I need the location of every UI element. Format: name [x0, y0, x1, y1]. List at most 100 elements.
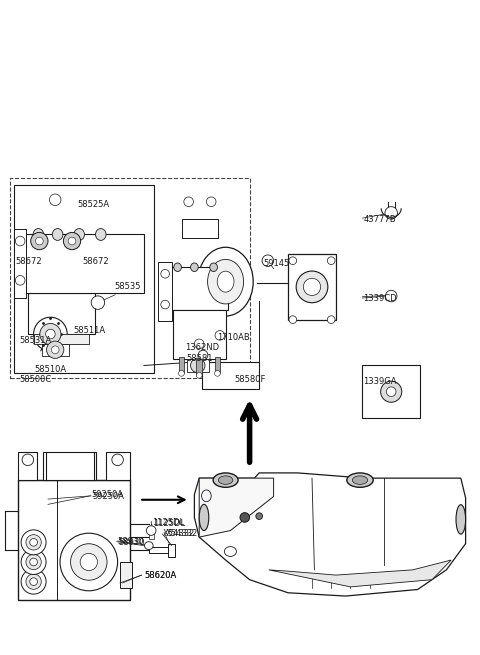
Bar	[170, 267, 228, 310]
Bar	[106, 452, 130, 480]
Bar	[196, 359, 202, 375]
Circle shape	[68, 237, 76, 245]
Circle shape	[30, 538, 37, 546]
Ellipse shape	[96, 229, 106, 240]
Circle shape	[49, 194, 61, 206]
Bar	[120, 562, 132, 588]
Circle shape	[60, 533, 118, 591]
Text: 59250A: 59250A	[93, 492, 125, 501]
Circle shape	[240, 513, 250, 522]
Text: 58510A: 58510A	[35, 365, 67, 374]
Bar	[149, 547, 168, 553]
Bar	[18, 480, 130, 600]
Text: 1710AB: 1710AB	[217, 333, 250, 342]
Circle shape	[63, 233, 81, 250]
Bar	[288, 254, 336, 320]
Circle shape	[262, 255, 274, 267]
Circle shape	[194, 339, 204, 348]
Circle shape	[196, 373, 202, 378]
Ellipse shape	[144, 542, 153, 550]
Circle shape	[296, 271, 328, 303]
Circle shape	[21, 530, 46, 555]
Ellipse shape	[33, 229, 44, 240]
Circle shape	[26, 574, 41, 590]
Circle shape	[161, 300, 169, 309]
Text: 59145: 59145	[263, 259, 289, 268]
Circle shape	[385, 290, 397, 302]
Text: X54332: X54332	[166, 529, 198, 538]
Circle shape	[36, 237, 43, 245]
Circle shape	[51, 346, 59, 354]
Bar	[202, 362, 259, 389]
Ellipse shape	[213, 473, 238, 487]
Text: 59250A: 59250A	[91, 490, 123, 499]
Circle shape	[206, 197, 216, 206]
Bar	[18, 452, 37, 480]
Polygon shape	[199, 478, 274, 537]
Text: 1125DL: 1125DL	[152, 518, 184, 527]
Ellipse shape	[174, 263, 181, 271]
Text: 58930: 58930	[119, 538, 145, 547]
Text: 43777B: 43777B	[363, 215, 396, 224]
Circle shape	[327, 316, 335, 324]
Circle shape	[179, 371, 184, 376]
Circle shape	[47, 341, 64, 358]
Circle shape	[386, 387, 396, 396]
Circle shape	[289, 257, 297, 265]
Circle shape	[80, 553, 97, 571]
Bar	[179, 357, 184, 373]
Text: 58620A: 58620A	[144, 571, 176, 580]
Text: 58525A: 58525A	[78, 200, 110, 209]
Circle shape	[215, 331, 225, 340]
Bar	[187, 359, 209, 372]
Ellipse shape	[352, 476, 368, 484]
Ellipse shape	[347, 473, 373, 487]
Text: 1362ND: 1362ND	[185, 343, 219, 352]
Ellipse shape	[218, 476, 233, 484]
Circle shape	[46, 329, 55, 339]
Circle shape	[303, 278, 321, 295]
Ellipse shape	[198, 247, 253, 316]
Text: 58531A: 58531A	[19, 336, 51, 345]
Circle shape	[215, 371, 220, 376]
Circle shape	[327, 257, 335, 265]
Bar	[14, 185, 154, 373]
Circle shape	[21, 550, 46, 574]
Ellipse shape	[202, 490, 211, 502]
Bar	[28, 293, 95, 334]
Circle shape	[191, 358, 205, 373]
Text: 58672: 58672	[83, 257, 109, 267]
Bar	[14, 229, 26, 298]
Text: 58580F: 58580F	[234, 375, 265, 384]
Bar	[158, 262, 172, 321]
Circle shape	[161, 269, 169, 278]
Polygon shape	[269, 560, 451, 587]
Circle shape	[381, 381, 402, 402]
Text: 58581: 58581	[186, 354, 213, 364]
Text: 1339GA: 1339GA	[363, 377, 397, 386]
Text: 1125DL: 1125DL	[153, 519, 185, 529]
Bar	[24, 234, 144, 293]
Bar	[182, 219, 218, 238]
Bar	[215, 357, 220, 373]
Circle shape	[91, 296, 105, 309]
Circle shape	[26, 554, 41, 570]
Circle shape	[256, 513, 263, 519]
Circle shape	[40, 324, 61, 345]
Bar	[149, 534, 154, 539]
Circle shape	[184, 197, 193, 206]
Circle shape	[385, 206, 397, 219]
Text: 58535: 58535	[114, 282, 141, 291]
Ellipse shape	[456, 504, 466, 534]
Ellipse shape	[210, 263, 217, 271]
Circle shape	[34, 317, 67, 351]
Circle shape	[15, 236, 25, 246]
Circle shape	[289, 316, 297, 324]
Text: X54332: X54332	[163, 529, 195, 538]
Circle shape	[26, 534, 41, 550]
Ellipse shape	[52, 229, 63, 240]
Bar	[173, 310, 226, 359]
Ellipse shape	[207, 259, 244, 304]
Ellipse shape	[199, 504, 209, 531]
Text: 58672: 58672	[16, 257, 42, 267]
